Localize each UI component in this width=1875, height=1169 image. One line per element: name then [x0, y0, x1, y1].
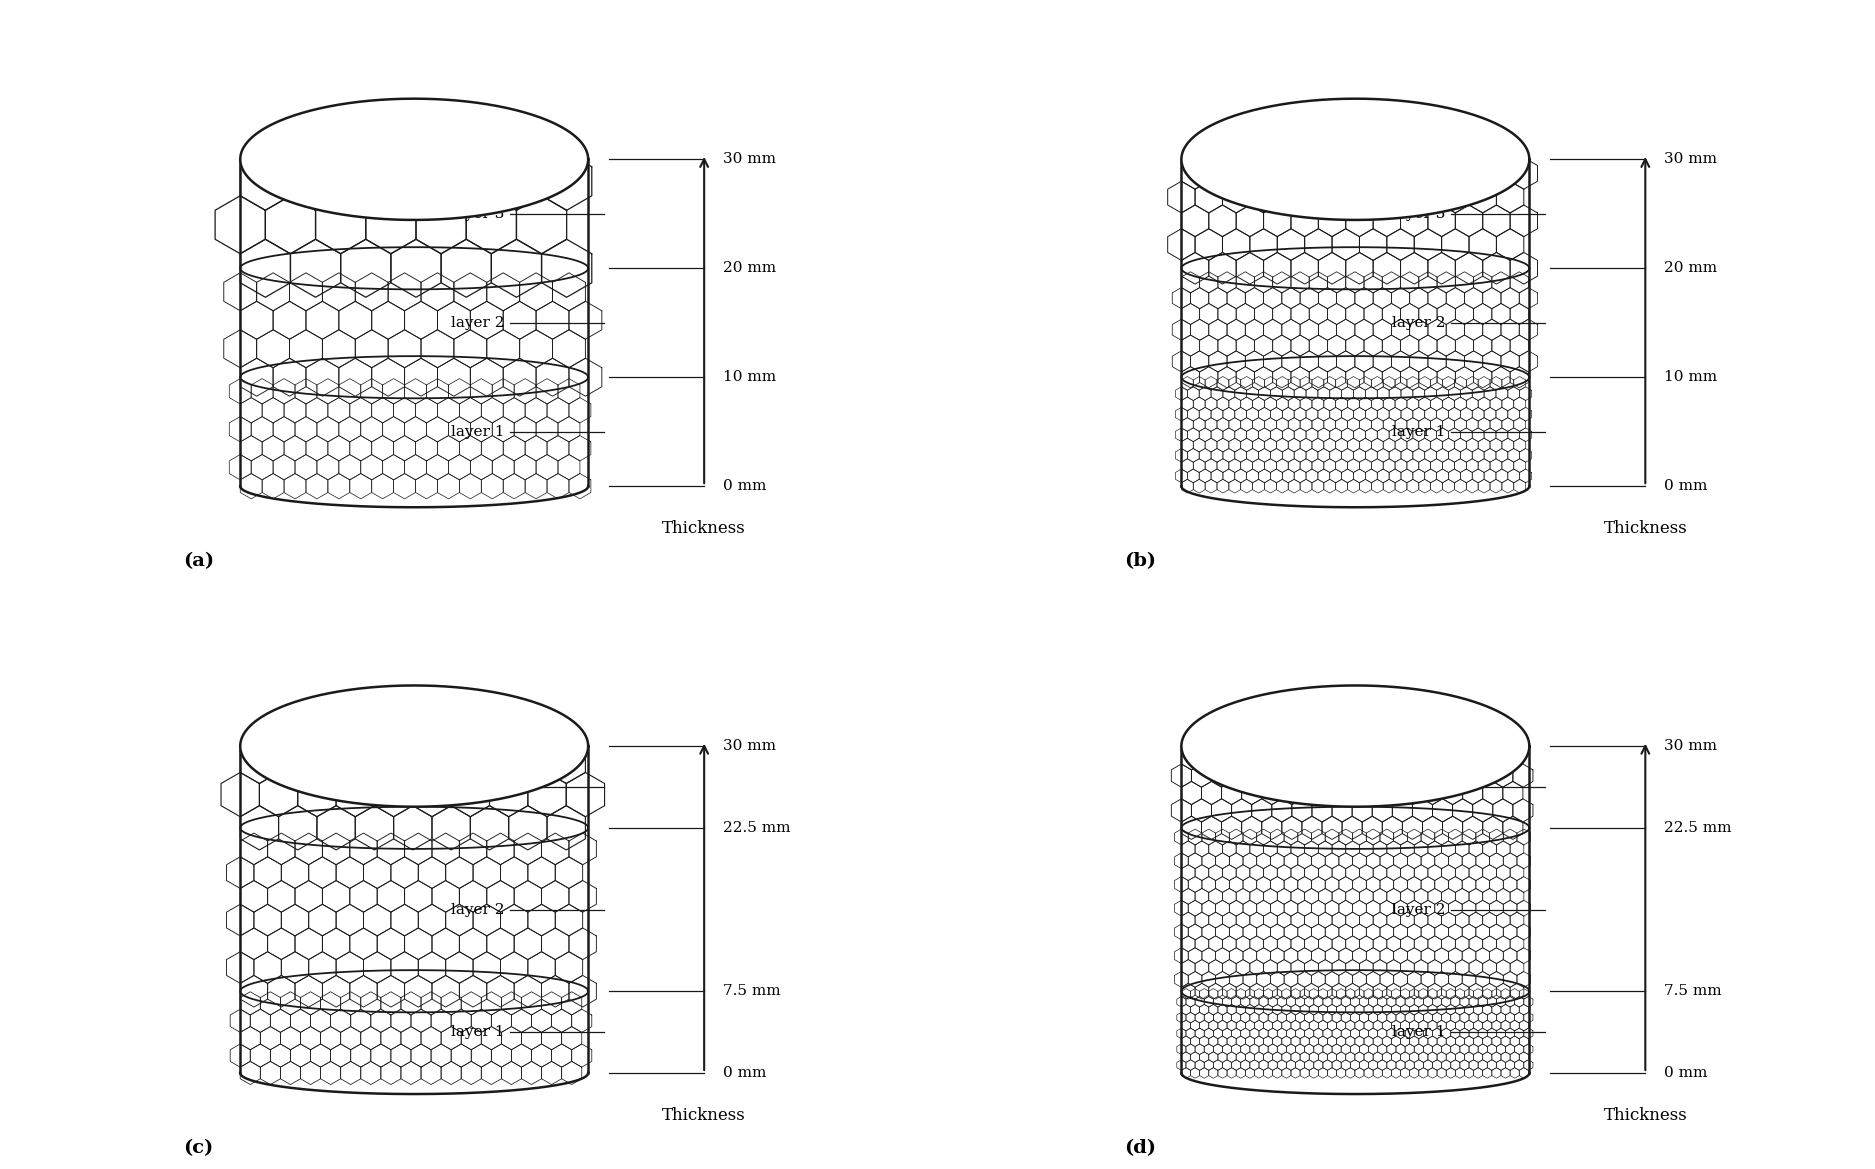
Text: layer 3: layer 3: [1393, 780, 1446, 794]
Text: 30 mm: 30 mm: [1663, 739, 1718, 753]
Text: layer 1: layer 1: [452, 1025, 504, 1039]
Text: 22.5 mm: 22.5 mm: [1663, 821, 1731, 835]
Text: Thickness: Thickness: [1603, 520, 1688, 538]
Text: layer 1: layer 1: [452, 424, 504, 438]
Text: (d): (d): [1123, 1140, 1155, 1157]
Text: layer 3: layer 3: [452, 780, 504, 794]
Text: 0 mm: 0 mm: [722, 1066, 767, 1080]
Polygon shape: [240, 98, 589, 220]
Text: 10 mm: 10 mm: [722, 371, 776, 385]
Text: layer 1: layer 1: [1393, 424, 1446, 438]
Text: layer 3: layer 3: [1393, 207, 1446, 221]
Text: layer 2: layer 2: [1393, 316, 1446, 330]
Text: 30 mm: 30 mm: [722, 152, 776, 166]
Text: 30 mm: 30 mm: [1663, 152, 1718, 166]
Text: (b): (b): [1123, 553, 1155, 570]
Text: (a): (a): [182, 553, 214, 570]
Text: 0 mm: 0 mm: [722, 479, 767, 493]
Text: 20 mm: 20 mm: [1663, 261, 1718, 275]
Polygon shape: [1181, 685, 1530, 807]
Text: layer 1: layer 1: [1393, 1025, 1446, 1039]
Text: (c): (c): [182, 1140, 214, 1157]
Text: 7.5 mm: 7.5 mm: [722, 984, 780, 998]
Text: layer 2: layer 2: [452, 316, 504, 330]
Text: 0 mm: 0 mm: [1663, 1066, 1706, 1080]
Text: Thickness: Thickness: [662, 1107, 746, 1125]
Polygon shape: [240, 685, 589, 807]
Text: Thickness: Thickness: [662, 520, 746, 538]
Text: 7.5 mm: 7.5 mm: [1663, 984, 1721, 998]
Text: layer 3: layer 3: [452, 207, 504, 221]
Text: layer 2: layer 2: [1393, 902, 1446, 916]
Text: 20 mm: 20 mm: [722, 261, 776, 275]
Text: 22.5 mm: 22.5 mm: [722, 821, 789, 835]
Polygon shape: [1181, 98, 1530, 220]
Text: 0 mm: 0 mm: [1663, 479, 1706, 493]
Text: 10 mm: 10 mm: [1663, 371, 1718, 385]
Text: 30 mm: 30 mm: [722, 739, 776, 753]
Text: layer 2: layer 2: [452, 902, 504, 916]
Text: Thickness: Thickness: [1603, 1107, 1688, 1125]
